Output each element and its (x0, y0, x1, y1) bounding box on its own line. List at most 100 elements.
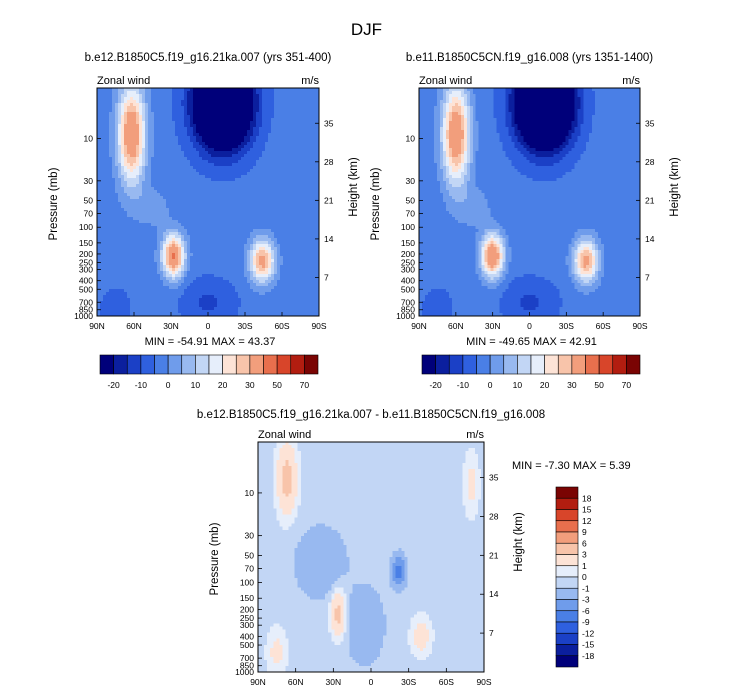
field-cell (151, 262, 155, 266)
field-cell (178, 280, 182, 284)
field-cell (295, 133, 299, 137)
field-cell (307, 175, 311, 179)
field-cell (160, 94, 164, 98)
field-cell (160, 256, 164, 260)
field-cell (109, 277, 113, 281)
field-cell (238, 184, 242, 188)
field-cell (127, 88, 131, 92)
field-cell (259, 190, 263, 194)
field-cell (268, 238, 272, 242)
field-cell (118, 112, 122, 116)
field-cell (181, 208, 185, 212)
field-cell (250, 184, 254, 188)
field-cell (106, 118, 110, 122)
field-cell (214, 136, 218, 140)
field-cell (184, 151, 188, 155)
field-cell (232, 217, 236, 221)
field-cell (193, 268, 197, 272)
field-cell (259, 199, 263, 203)
field-cell (286, 139, 290, 143)
field-cell (286, 151, 290, 155)
field-cell (274, 154, 278, 158)
field-cell (187, 208, 191, 212)
field-cell (268, 271, 272, 275)
field-cell (142, 178, 146, 182)
field-cell (148, 247, 152, 251)
field-cell (298, 187, 302, 191)
field-cell (265, 256, 269, 260)
field-cell (172, 235, 176, 239)
field-cell (181, 223, 185, 227)
field-cell (124, 265, 128, 269)
field-cell (184, 175, 188, 179)
field-cell (187, 157, 191, 161)
field-cell (130, 238, 134, 242)
field-cell (235, 133, 239, 137)
field-cell (115, 124, 119, 128)
field-cell (229, 238, 233, 242)
field-cell (211, 130, 215, 134)
field-cell (196, 100, 200, 104)
field-cell (109, 118, 113, 122)
field-cell (148, 271, 152, 275)
field-cell (130, 196, 134, 200)
field-cell (190, 157, 194, 161)
field-cell (157, 172, 161, 176)
field-cell (295, 226, 299, 230)
field-cell (310, 250, 314, 254)
field-cell (253, 223, 257, 227)
field-cell (145, 223, 149, 227)
field-cell (310, 91, 314, 95)
field-cell (205, 250, 209, 254)
field-cell (118, 211, 122, 215)
field-cell (220, 268, 224, 272)
field-cell (163, 139, 167, 143)
field-cell (160, 289, 164, 293)
field-cell (118, 205, 122, 209)
field-cell (262, 88, 266, 92)
field-cell (172, 163, 176, 167)
field-cell (121, 190, 125, 194)
field-cell (304, 208, 308, 212)
field-cell (184, 241, 188, 245)
field-cell (175, 100, 179, 104)
field-cell (313, 202, 317, 206)
field-cell (166, 142, 170, 146)
field-cell (271, 235, 275, 239)
field-cell (163, 151, 167, 155)
field-cell (97, 253, 101, 257)
field-cell (310, 238, 314, 242)
field-cell (148, 151, 152, 155)
field-cell (199, 118, 203, 122)
field-cell (202, 139, 206, 143)
field-cell (298, 118, 302, 122)
field-cell (202, 91, 206, 95)
field-cell (226, 268, 230, 272)
field-cell (247, 118, 251, 122)
field-cell (127, 103, 131, 107)
field-cell (244, 94, 248, 98)
field-cell (112, 127, 116, 131)
field-cell (244, 274, 248, 278)
field-cell (307, 238, 311, 242)
field-cell (184, 166, 188, 170)
field-cell (172, 103, 176, 107)
field-cell (202, 160, 206, 164)
field-cell (235, 112, 239, 116)
field-cell (160, 184, 164, 188)
field-cell (229, 265, 233, 269)
field-cell (178, 109, 182, 113)
field-cell (292, 277, 296, 281)
field-cell (199, 241, 203, 245)
field-cell (199, 136, 203, 140)
field-cell (316, 97, 320, 101)
field-cell (253, 274, 257, 278)
field-cell (145, 265, 149, 269)
field-cell (235, 274, 239, 278)
field-cell (157, 235, 161, 239)
field-cell (199, 289, 203, 293)
field-cell (100, 232, 104, 236)
field-cell (298, 262, 302, 266)
field-cell (103, 196, 107, 200)
field-cell (301, 145, 305, 149)
